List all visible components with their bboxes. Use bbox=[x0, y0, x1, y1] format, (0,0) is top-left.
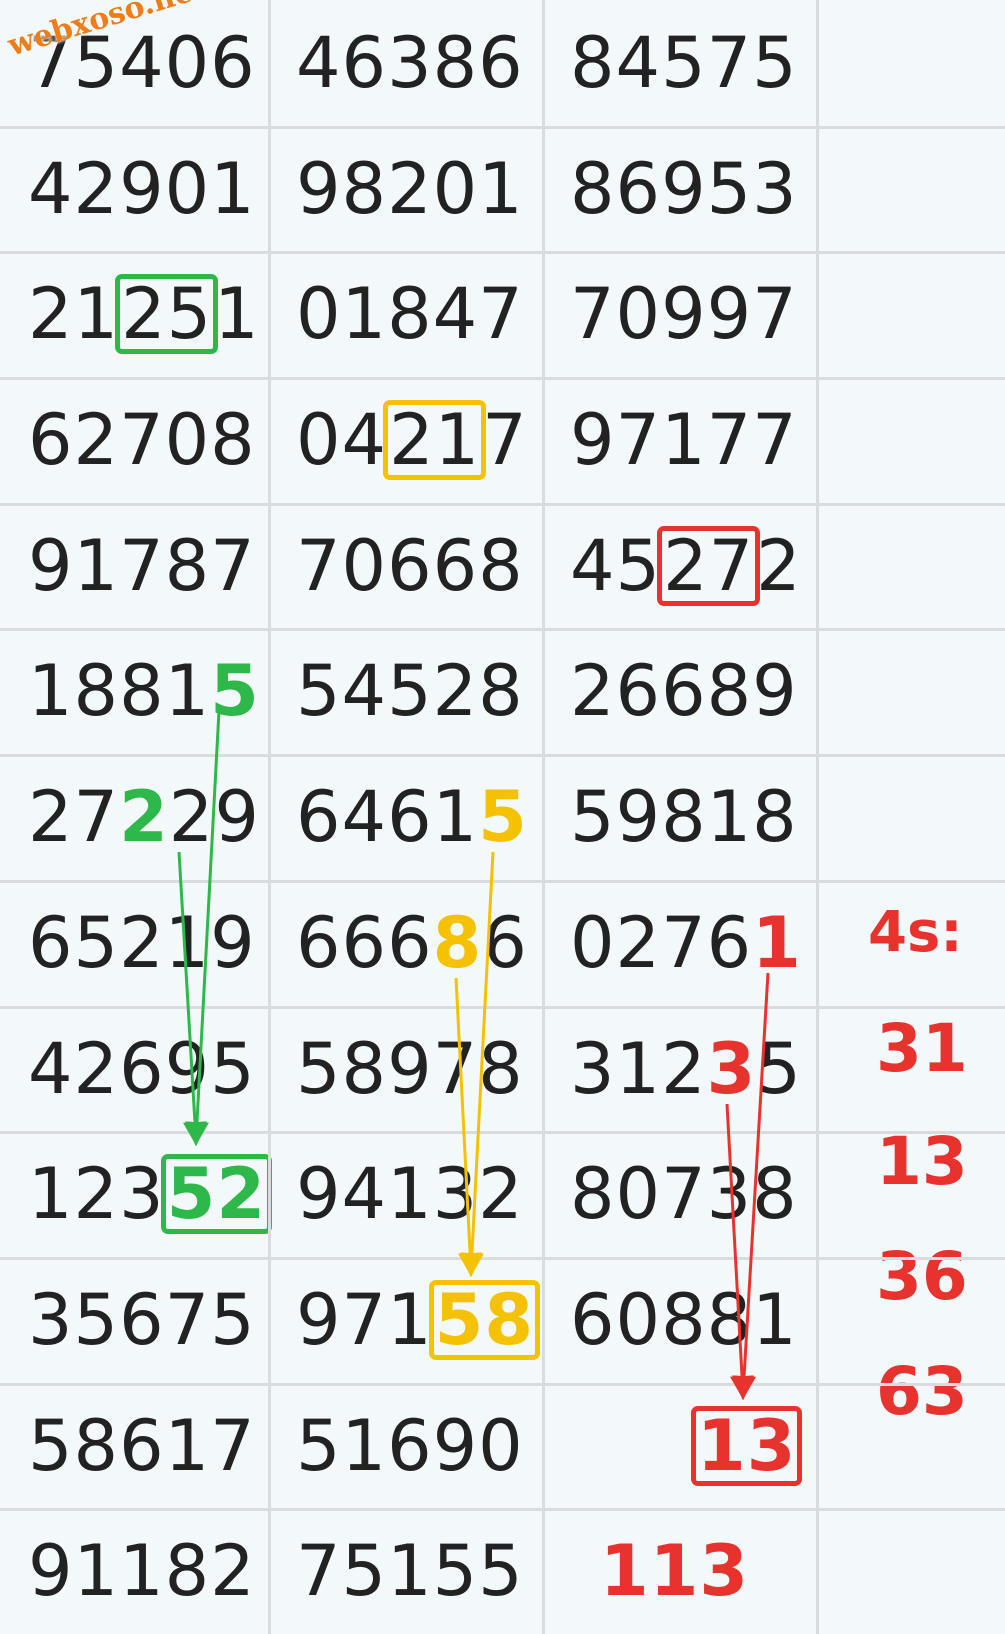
row-divider bbox=[0, 754, 1005, 757]
table-cell: 59818 bbox=[570, 776, 798, 858]
table-cell: 46386 bbox=[296, 22, 524, 104]
table-cell: 80738 bbox=[570, 1153, 798, 1235]
table-cell: 91787 bbox=[28, 525, 256, 607]
table-cell: 45272 bbox=[570, 525, 802, 607]
column-divider bbox=[268, 0, 271, 1634]
note: 31 bbox=[876, 1010, 968, 1087]
table-cell: 31235 bbox=[570, 1028, 802, 1110]
table-cell: 13 bbox=[691, 1383, 803, 1509]
table-cell: 66686 bbox=[296, 902, 528, 984]
row-divider bbox=[0, 880, 1005, 883]
table-cell: 75155 bbox=[296, 1530, 524, 1612]
table-cell: 84575 bbox=[570, 22, 798, 104]
row-divider bbox=[0, 1383, 1005, 1386]
table-cell: 12352 bbox=[28, 1131, 273, 1257]
table-cell: 97158 bbox=[296, 1257, 541, 1383]
column-divider bbox=[542, 0, 545, 1634]
table-cell: 75406 bbox=[28, 22, 256, 104]
row-divider bbox=[0, 503, 1005, 506]
table-cell: 42901 bbox=[28, 148, 256, 230]
row-divider bbox=[0, 1508, 1005, 1511]
table-cell: 58978 bbox=[296, 1028, 524, 1110]
row-divider bbox=[0, 1257, 1005, 1260]
note: 63 bbox=[876, 1353, 968, 1430]
table-cell: 51690 bbox=[296, 1405, 524, 1487]
note: 36 bbox=[876, 1238, 968, 1315]
column-divider bbox=[816, 0, 819, 1634]
table-cell: 02761 bbox=[570, 902, 802, 984]
note: 13 bbox=[876, 1123, 968, 1200]
table-cell: 18815 bbox=[28, 650, 260, 732]
table-cell: 94132 bbox=[296, 1153, 524, 1235]
table-cell: 70997 bbox=[570, 273, 798, 355]
row-divider bbox=[0, 251, 1005, 254]
table-cell: 113 bbox=[600, 1530, 750, 1612]
table-cell: 35675 bbox=[28, 1279, 256, 1361]
table-cell: 65219 bbox=[28, 902, 256, 984]
table-cell: 26689 bbox=[570, 650, 798, 732]
row-divider bbox=[0, 377, 1005, 380]
row-divider bbox=[0, 1131, 1005, 1134]
note: 4s: bbox=[868, 900, 963, 965]
table-cell: 64615 bbox=[296, 776, 528, 858]
table-cell: 97177 bbox=[570, 399, 798, 481]
row-divider bbox=[0, 126, 1005, 129]
row-divider bbox=[0, 628, 1005, 631]
table-cell: 91182 bbox=[28, 1530, 256, 1612]
table-cell: 98201 bbox=[296, 148, 524, 230]
table-cell: 54528 bbox=[296, 650, 524, 732]
table-cell: 42695 bbox=[28, 1028, 256, 1110]
table-cell: 21251 bbox=[28, 273, 260, 355]
row-divider bbox=[0, 1006, 1005, 1009]
table-cell: 58617 bbox=[28, 1405, 256, 1487]
table-cell: 60881 bbox=[570, 1279, 798, 1361]
table-cell: 86953 bbox=[570, 148, 798, 230]
table-cell: 70668 bbox=[296, 525, 524, 607]
table-cell: 62708 bbox=[28, 399, 256, 481]
table-cell: 04217 bbox=[296, 399, 528, 481]
table-cell: 27229 bbox=[28, 776, 260, 858]
table-cell: 01847 bbox=[296, 273, 524, 355]
